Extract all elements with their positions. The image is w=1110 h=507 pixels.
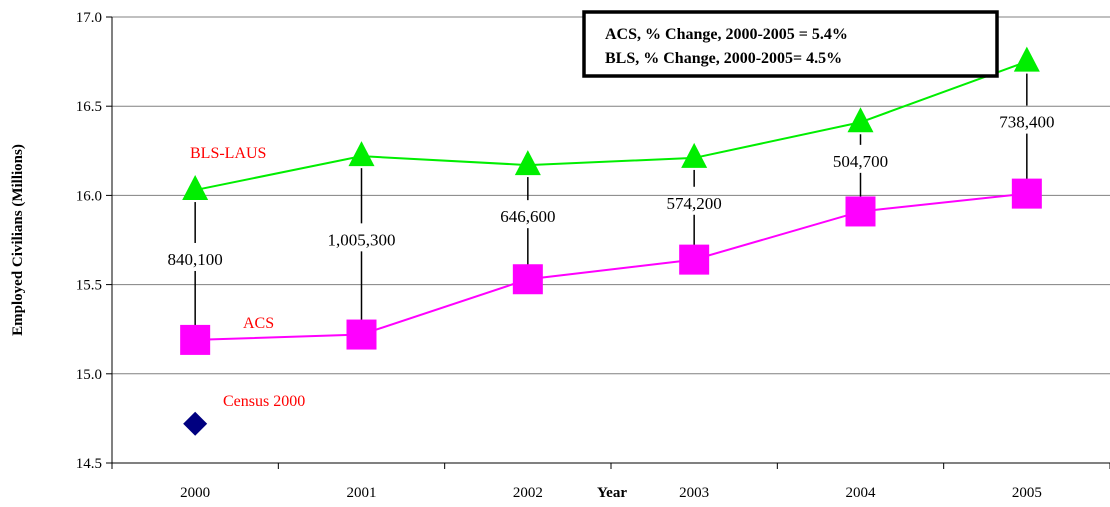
series-label-bls: BLS-LAUS [190, 145, 266, 162]
annotation-line-bls: BLS, % Change, 2000-2005= 4.5% [605, 50, 842, 67]
difference-label: 574,200 [667, 194, 722, 213]
x-tick-label: 2001 [347, 485, 377, 501]
y-axis-title: Employed Civilians (Millions) [10, 144, 26, 336]
axes [106, 16, 1110, 469]
triangle-marker [514, 150, 541, 176]
annotation-box-frame [582, 10, 999, 78]
annotation-line-acs: ACS, % Change, 2000-2005 = 5.4% [605, 26, 848, 43]
x-tick-label: 2004 [846, 485, 877, 501]
x-axis-title: Year [597, 485, 627, 501]
y-tick-label: 15.5 [76, 278, 102, 294]
square-marker [512, 264, 543, 295]
triangle-marker [348, 141, 375, 167]
triangle-marker [847, 107, 874, 133]
triangle-marker [1013, 46, 1040, 72]
y-tick-labels: 14.5 15.0 15.5 16.0 16.5 17.0 [76, 10, 102, 472]
y-tick-label: 16.0 [76, 188, 102, 204]
square-marker [679, 244, 710, 275]
difference-label: 840,100 [168, 250, 223, 269]
series-line [195, 192, 1027, 341]
x-tick-labels: 2000 2001 2002 2003 2004 2005 [180, 485, 1042, 501]
y-tick-label: 15.0 [76, 367, 102, 383]
series-line [194, 60, 1028, 192]
series-lines [194, 60, 1028, 341]
triangle-marker [182, 175, 209, 201]
x-tick-label: 2005 [1012, 485, 1042, 501]
y-tick-label: 16.5 [76, 99, 102, 115]
series-markers [180, 46, 1042, 436]
difference-label: 646,600 [500, 207, 555, 226]
x-tick-label: 2002 [513, 485, 543, 501]
y-tick-label: 17.0 [76, 10, 102, 26]
difference-connectors [194, 73, 1028, 336]
annotation-box: ACS, % Change, 2000-2005 = 5.4% BLS, % C… [582, 10, 999, 78]
x-tick-label: 2000 [180, 485, 210, 501]
square-marker [1011, 178, 1042, 209]
difference-label: 738,400 [999, 113, 1054, 132]
square-marker [346, 319, 377, 350]
diamond-marker [183, 411, 208, 436]
square-marker [180, 324, 211, 355]
triangle-marker [681, 142, 708, 168]
difference-label: 504,700 [833, 152, 888, 171]
y-tick-label: 14.5 [76, 456, 102, 472]
square-marker [845, 196, 876, 227]
difference-labels: 840,100 1,005,300 646,600 574,200 504,700 738… [168, 113, 1055, 269]
census-2000-label: Census 2000 [223, 393, 305, 410]
difference-label: 1,005,300 [328, 230, 396, 249]
series-label-acs: ACS [243, 315, 274, 332]
x-tick-label: 2003 [679, 485, 709, 501]
